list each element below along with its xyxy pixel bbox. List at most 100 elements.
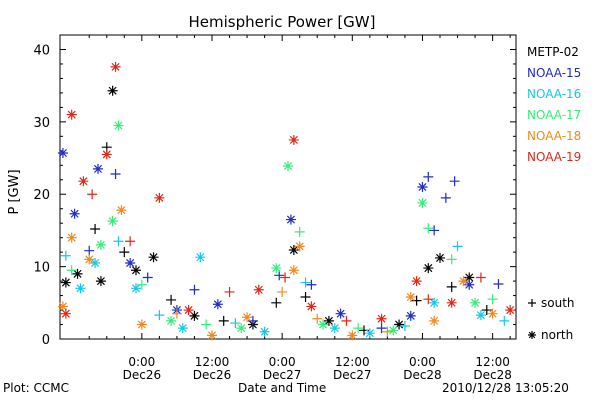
y-axis-label: P [GW] — [7, 169, 22, 214]
plus-marker — [446, 254, 457, 265]
x-tick-date: Dec27 — [263, 368, 302, 382]
series-noaa-15 — [57, 147, 504, 334]
legend-entry: NOAA-16 — [527, 87, 581, 101]
plus-marker — [341, 315, 352, 326]
star-marker — [306, 301, 317, 312]
plus-marker — [440, 192, 451, 203]
star-marker — [429, 297, 440, 308]
plus-marker — [280, 272, 291, 283]
star-marker — [207, 330, 217, 341]
star-marker — [66, 109, 77, 120]
marker-legend: south north — [528, 296, 575, 342]
star-marker — [464, 279, 475, 290]
star-marker — [110, 61, 121, 72]
series-noaa-17 — [66, 120, 498, 336]
x-tick-label: 0:00 — [128, 355, 155, 369]
footer-center: Date and Time — [238, 381, 327, 395]
star-marker — [189, 310, 200, 321]
plus-marker — [446, 281, 457, 292]
star-marker — [285, 214, 296, 225]
data-points — [57, 61, 516, 341]
plus-marker — [423, 171, 434, 182]
star-marker — [90, 258, 101, 268]
star-marker — [435, 252, 445, 263]
plus-marker — [277, 286, 288, 297]
star-marker — [329, 323, 340, 334]
plus-marker — [312, 313, 323, 324]
plus-marker — [306, 279, 317, 290]
series-noaa-16 — [60, 236, 510, 339]
marker-legend-label: south — [541, 296, 575, 310]
star-marker — [125, 258, 136, 268]
plus-marker — [274, 270, 285, 281]
plus-marker — [481, 305, 492, 316]
plus-marker — [87, 189, 98, 200]
plus-marker — [493, 278, 504, 289]
plus-marker — [376, 323, 387, 334]
star-marker — [113, 120, 124, 131]
star-marker — [376, 313, 387, 324]
plus-marker — [429, 225, 440, 236]
star-marker — [242, 312, 253, 323]
plus-marker — [171, 308, 182, 319]
y-tick-label: 0 — [42, 333, 50, 348]
star-marker — [470, 297, 481, 308]
star-marker — [166, 315, 177, 326]
star-marker — [95, 239, 106, 250]
star-marker — [177, 323, 188, 334]
plus-marker — [119, 247, 130, 258]
y-tick-label: 40 — [33, 43, 50, 58]
star-marker — [131, 283, 141, 294]
x-tick-date: Dec28 — [403, 368, 442, 382]
star-marker — [107, 216, 118, 227]
star-marker — [60, 308, 71, 319]
star-marker — [288, 244, 299, 255]
legend-entry: NOAA-17 — [527, 108, 581, 122]
star-marker — [75, 283, 86, 294]
star-marker — [318, 319, 329, 330]
legend-entry: NOAA-15 — [527, 66, 581, 80]
plus-marker — [154, 310, 165, 321]
star-marker — [101, 149, 112, 160]
star-marker — [148, 252, 159, 263]
plus-marker — [247, 315, 258, 326]
plus-marker — [142, 272, 153, 283]
plus-marker — [399, 320, 410, 331]
star-marker — [394, 319, 405, 330]
plus-marker — [475, 272, 486, 283]
plus-marker — [90, 223, 101, 234]
star-marker — [271, 263, 282, 274]
star-marker — [57, 147, 68, 158]
plus-marker — [452, 241, 463, 252]
star-marker — [259, 326, 270, 337]
x-axis: 0:00Dec2612:00Dec260:00Dec2712:00Dec270:… — [88, 35, 512, 382]
plus-marker — [499, 315, 510, 326]
star-marker — [405, 292, 416, 303]
star-marker — [288, 265, 299, 276]
star-marker — [93, 163, 103, 174]
star-marker — [57, 301, 68, 312]
star-marker — [195, 252, 206, 263]
star-marker — [323, 315, 334, 326]
legend-entry: NOAA-18 — [527, 129, 581, 143]
plus-marker — [411, 295, 422, 306]
footer-left: Plot: CCMC — [3, 381, 69, 395]
plus-marker — [84, 245, 95, 256]
star-marker — [253, 284, 264, 295]
legend-entry: METP-02 — [527, 45, 579, 59]
plus-marker — [201, 319, 212, 330]
y-axis: 0 10 20 30 40 — [33, 43, 516, 348]
plus-marker — [224, 286, 235, 297]
x-tick-date: Dec26 — [123, 368, 162, 382]
series-legend: METP-02 NOAA-15 NOAA-16 NOAA-17 NOAA-18 NOAA-… — [527, 45, 581, 164]
y-tick-label: 20 — [33, 188, 50, 203]
legend-entry: NOAA-19 — [527, 150, 581, 164]
star-marker — [505, 305, 516, 316]
star-marker — [131, 265, 141, 276]
plus-marker — [110, 168, 121, 179]
x-tick-date: Dec26 — [193, 368, 232, 382]
star-marker — [69, 208, 80, 219]
star-marker — [72, 268, 83, 279]
x-tick-date: Dec28 — [473, 368, 512, 382]
